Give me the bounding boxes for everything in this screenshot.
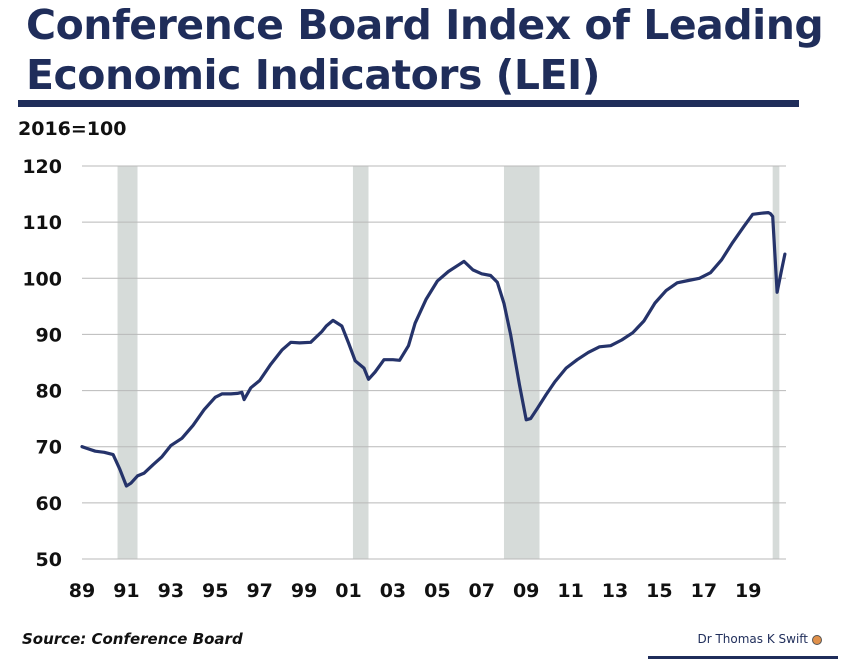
x-tick-label-99: 99: [291, 580, 317, 602]
y-tick-label-80: 80: [36, 381, 62, 403]
y-tick-label-100: 100: [22, 268, 62, 290]
y-tick-label-110: 110: [22, 212, 62, 234]
x-tick-label-03: 03: [380, 580, 406, 602]
x-tick-label-07: 07: [469, 580, 495, 602]
x-tick-label-97: 97: [246, 580, 272, 602]
title-divider: [18, 100, 799, 107]
x-tick-label-93: 93: [158, 580, 184, 602]
recession-band-4: [772, 166, 780, 559]
y-tick-label-120: 120: [22, 156, 62, 178]
x-tick-label-19: 19: [735, 580, 761, 602]
author-credit: Dr Thomas K Swift: [697, 632, 822, 646]
series-line-lei: [80, 211, 787, 488]
x-tick-label-95: 95: [202, 580, 228, 602]
series-layer: [80, 211, 787, 488]
source-note: Source: Conference Board: [22, 630, 243, 648]
x-tick-label-91: 91: [113, 580, 139, 602]
recession-band-1: [117, 166, 138, 559]
x-tick-label-15: 15: [646, 580, 672, 602]
x-tick-labels: 89 91 93 95 97 99 01 03 05 07 09 11 13 15 17 19: [69, 580, 762, 602]
y-axis-unit-label: 2016=100: [18, 118, 127, 140]
author-logo-icon: [812, 634, 822, 645]
title-line-1: Conference Board Index of Leading: [26, 1, 824, 49]
author-divider: [648, 656, 838, 659]
title-line-2: Economic Indicators (LEI): [26, 51, 601, 99]
x-tick-label-09: 09: [513, 580, 539, 602]
x-tick-label-13: 13: [602, 580, 628, 602]
x-tick-label-05: 05: [424, 580, 450, 602]
recession-band-2: [352, 166, 369, 559]
x-tick-label-01: 01: [335, 580, 361, 602]
author-name: Dr Thomas K Swift: [697, 632, 808, 646]
x-tick-label-17: 17: [691, 580, 717, 602]
y-tick-label-70: 70: [36, 437, 62, 459]
y-tick-label-90: 90: [36, 324, 62, 346]
chart-title: Conference Board Index of Leading Econom…: [26, 0, 826, 100]
y-tick-label-50: 50: [36, 549, 62, 571]
recession-band-3: [503, 166, 540, 559]
y-tick-labels: 50 60 70 80 90 100 110 120: [22, 156, 62, 571]
x-tick-label-11: 11: [557, 580, 583, 602]
recession-bands: [117, 166, 780, 559]
y-tick-label-60: 60: [36, 493, 62, 515]
x-tick-label-89: 89: [69, 580, 95, 602]
y-gridlines: [82, 165, 786, 560]
